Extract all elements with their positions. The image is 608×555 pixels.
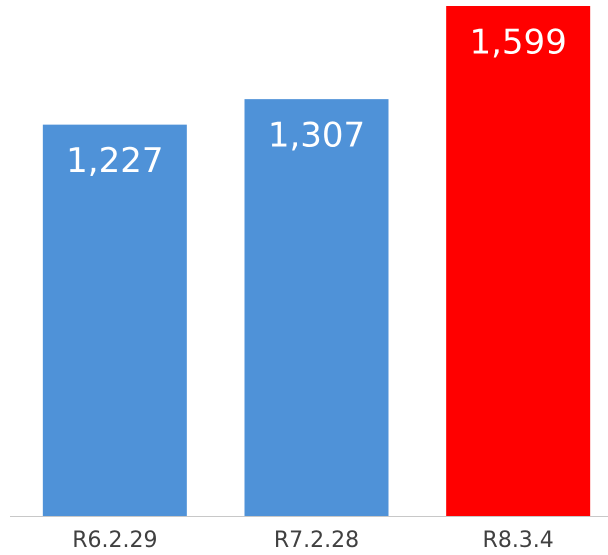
bar <box>42 124 187 516</box>
x-tick-label: R6.2.29 <box>72 528 157 553</box>
x-tick-label: R7.2.28 <box>274 528 359 553</box>
bar <box>244 99 389 516</box>
value-label: 1,599 <box>469 23 566 63</box>
value-label: 1,307 <box>268 116 365 156</box>
bar <box>446 6 591 516</box>
value-label: 1,227 <box>66 141 163 181</box>
x-tick-label: R8.3.4 <box>483 528 554 553</box>
